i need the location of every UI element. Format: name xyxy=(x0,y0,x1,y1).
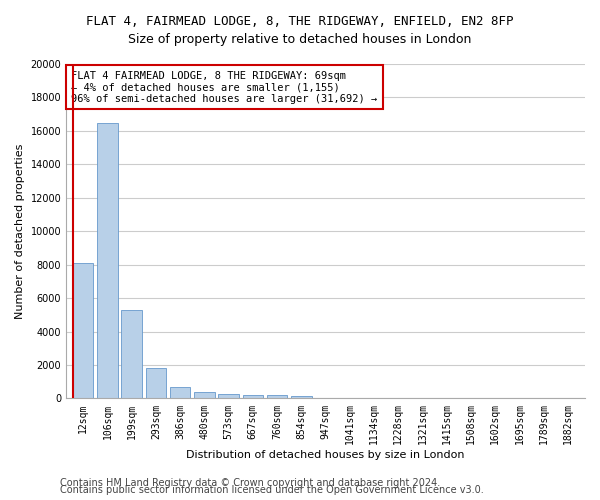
Bar xyxy=(170,387,190,398)
Bar xyxy=(242,395,263,398)
Bar xyxy=(194,392,215,398)
Bar xyxy=(218,394,239,398)
Text: Size of property relative to detached houses in London: Size of property relative to detached ho… xyxy=(128,32,472,46)
Text: Contains public sector information licensed under the Open Government Licence v3: Contains public sector information licen… xyxy=(60,485,484,495)
Bar xyxy=(121,310,142,398)
Text: FLAT 4, FAIRMEAD LODGE, 8, THE RIDGEWAY, ENFIELD, EN2 8FP: FLAT 4, FAIRMEAD LODGE, 8, THE RIDGEWAY,… xyxy=(86,15,514,28)
X-axis label: Distribution of detached houses by size in London: Distribution of detached houses by size … xyxy=(187,450,465,460)
Y-axis label: Number of detached properties: Number of detached properties xyxy=(15,144,25,319)
Bar xyxy=(73,263,94,398)
Text: FLAT 4 FAIRMEAD LODGE, 8 THE RIDGEWAY: 69sqm
← 4% of detached houses are smaller: FLAT 4 FAIRMEAD LODGE, 8 THE RIDGEWAY: 6… xyxy=(71,70,377,104)
Bar xyxy=(267,396,287,398)
Bar xyxy=(146,368,166,398)
Bar xyxy=(291,396,311,398)
Bar xyxy=(97,122,118,398)
Text: Contains HM Land Registry data © Crown copyright and database right 2024.: Contains HM Land Registry data © Crown c… xyxy=(60,478,440,488)
